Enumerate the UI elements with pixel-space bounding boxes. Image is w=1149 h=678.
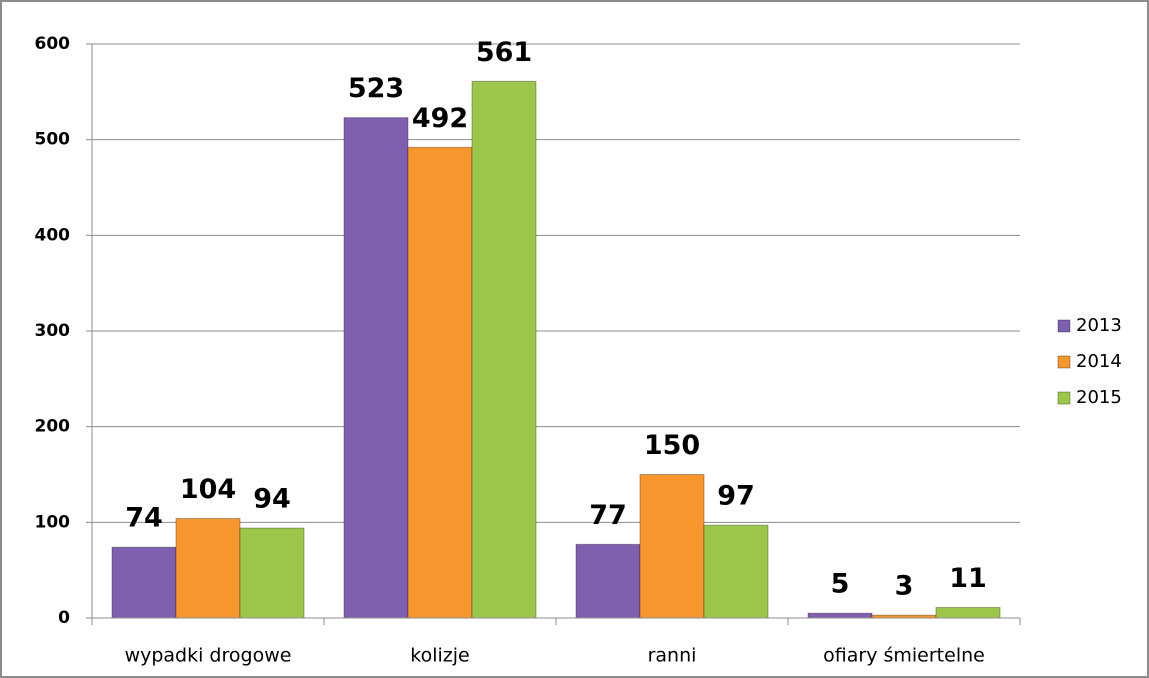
data-label: 74: [125, 503, 163, 534]
data-label: 104: [180, 474, 236, 505]
data-label: 77: [589, 500, 627, 531]
data-label: 492: [412, 103, 468, 134]
legend-swatch: [1057, 391, 1071, 405]
y-tick-label: 0: [58, 608, 70, 628]
bar: [935, 606, 1001, 619]
bar: [639, 474, 705, 619]
bar: [175, 518, 241, 619]
data-label: 523: [348, 73, 404, 104]
bar: [471, 80, 537, 619]
data-label: 5: [831, 569, 850, 600]
x-tick-label: kolizje: [410, 645, 469, 667]
data-label: 150: [644, 430, 700, 461]
bar: [703, 524, 769, 619]
x-tick-label: wypadki drogowe: [125, 645, 292, 667]
legend-label: 2014: [1076, 351, 1122, 372]
bar: [343, 117, 409, 619]
legend-swatch: [1057, 319, 1071, 333]
y-tick-label: 400: [35, 225, 71, 245]
data-label: 97: [717, 481, 755, 512]
x-tick-label: ofiary śmiertelne: [823, 645, 985, 667]
y-tick-label: 300: [35, 321, 71, 341]
legend-label: 2013: [1076, 315, 1122, 336]
data-label: 3: [895, 571, 914, 602]
bar: [407, 146, 473, 619]
legend-label: 2015: [1076, 387, 1122, 408]
data-label: 94: [253, 484, 291, 515]
data-label: 561: [476, 37, 532, 68]
x-tick-label: ranni: [648, 645, 697, 667]
y-tick-label: 500: [35, 130, 71, 150]
bar: [575, 543, 641, 619]
data-label: 11: [949, 563, 987, 594]
bar: [807, 612, 873, 619]
y-tick-label: 200: [35, 417, 71, 437]
y-tick-label: 600: [35, 34, 71, 54]
legend-swatch: [1057, 355, 1071, 369]
y-tick-label: 100: [35, 512, 71, 532]
bar: [239, 527, 305, 619]
bar: [111, 546, 177, 619]
